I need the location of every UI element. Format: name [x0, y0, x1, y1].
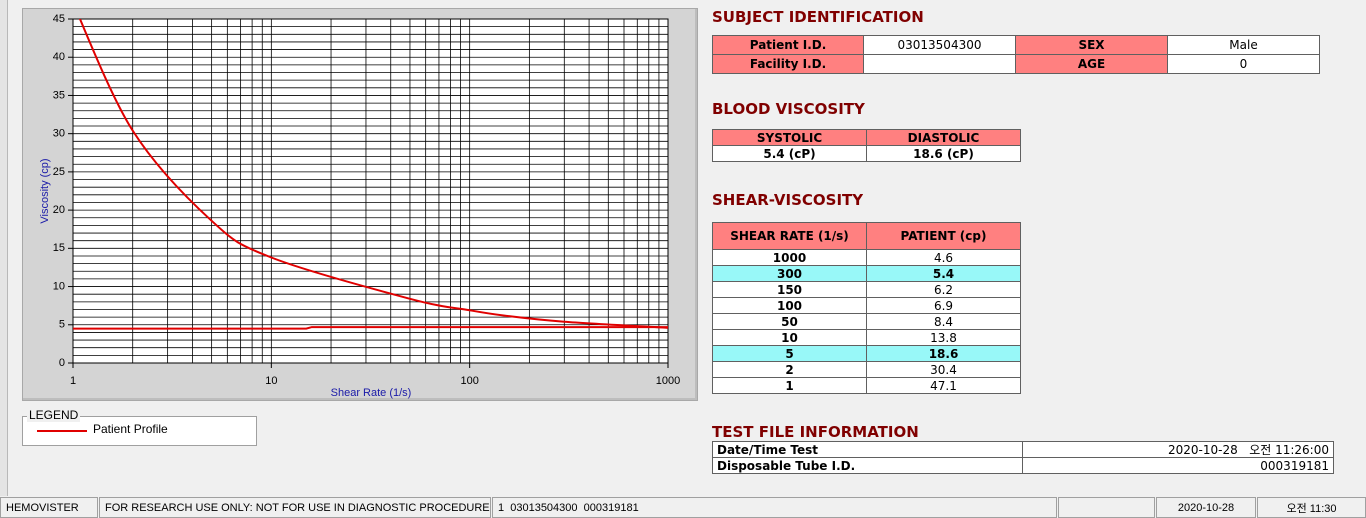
section-title: SHEAR-VISCOSITY	[712, 191, 864, 209]
y-tick-label: 25	[53, 166, 65, 178]
patient-cell: 13.8	[866, 329, 1021, 346]
patient-cell: 6.2	[866, 281, 1021, 298]
shear-rate-cell: 5	[712, 345, 867, 362]
status-cell	[1058, 497, 1155, 518]
shear-rate-cell: 100	[712, 297, 867, 314]
status-cell: FOR RESEARCH USE ONLY: NOT FOR USE IN DI…	[99, 497, 491, 518]
patient-cell: 30.4	[866, 361, 1021, 378]
status-cell: 1 03013504300 000319181	[492, 497, 1057, 518]
field-label: Facility I.D.	[712, 54, 864, 74]
field-value: Male	[1167, 35, 1320, 55]
table-value: 18.6 (cP)	[866, 145, 1021, 162]
legend-swatch	[37, 430, 87, 432]
field-value: 0	[1167, 54, 1320, 74]
patient-cell: 47.1	[866, 377, 1021, 394]
status-cell: HEMOVISTER	[0, 497, 98, 518]
y-tick-label: 10	[53, 280, 65, 292]
table-header: PATIENT (cp)	[866, 222, 1021, 250]
info-value: 000319181	[1022, 457, 1334, 474]
plot-area	[73, 19, 668, 363]
table-header: SHEAR RATE (1/s)	[712, 222, 867, 250]
legend-title: LEGEND	[27, 408, 81, 422]
field-label: SEX	[1015, 35, 1168, 55]
patient-cell: 4.6	[866, 249, 1021, 266]
shear-rate-cell: 1	[712, 377, 867, 394]
shear-rate-cell: 150	[712, 281, 867, 298]
left-edge	[0, 0, 8, 496]
y-tick-label: 30	[53, 128, 65, 140]
status-cell: 오전 11:30	[1257, 497, 1366, 518]
x-tick-label: 10	[265, 375, 277, 387]
info-label: Date/Time Test	[712, 441, 1023, 458]
x-tick-label: 1	[70, 375, 76, 387]
chart: Shear Rate (1/s) Viscosity (cp) 0 5 10 15 20…	[39, 13, 680, 399]
patient-cell: 18.6	[866, 345, 1021, 362]
y-tick-label: 20	[53, 204, 65, 216]
info-label: Disposable Tube I.D.	[712, 457, 1023, 474]
shear-rate-cell: 300	[712, 265, 867, 282]
section-title: TEST FILE INFORMATION	[712, 423, 919, 441]
table-header: DIASTOLIC	[866, 129, 1021, 146]
section-title: BLOOD VISCOSITY	[712, 100, 865, 118]
field-value	[863, 54, 1016, 74]
x-axis-label: Shear Rate (1/s)	[331, 387, 412, 399]
info-value: 2020-10-28 오전 11:26:00	[1022, 441, 1334, 458]
shear-rate-cell: 2	[712, 361, 867, 378]
y-tick-label: 5	[59, 319, 65, 331]
table-value: 5.4 (cP)	[712, 145, 867, 162]
shear-rate-cell: 10	[712, 329, 867, 346]
patient-cell: 8.4	[866, 313, 1021, 330]
field-label: AGE	[1015, 54, 1168, 74]
y-tick-label: 45	[53, 13, 65, 25]
series-line	[73, 326, 668, 330]
series-line	[78, 19, 668, 329]
field-value: 03013504300	[863, 35, 1016, 55]
x-tick-label: 100	[460, 375, 478, 387]
plot-frame	[72, 18, 669, 364]
patient-cell: 6.9	[866, 297, 1021, 314]
patient-cell: 5.4	[866, 265, 1021, 282]
x-tick-label: 1000	[656, 375, 680, 387]
y-tick-label: 40	[53, 51, 65, 63]
y-tick-label: 15	[53, 242, 65, 254]
y-tick-label: 35	[53, 89, 65, 101]
field-label: Patient I.D.	[712, 35, 864, 55]
shear-rate-cell: 1000	[712, 249, 867, 266]
legend-label: Patient Profile	[93, 422, 168, 436]
table-header: SYSTOLIC	[712, 129, 867, 146]
y-axis-label: Viscosity (cp)	[39, 158, 51, 223]
shear-rate-cell: 50	[712, 313, 867, 330]
section-title: SUBJECT IDENTIFICATION	[712, 8, 924, 26]
status-cell: 2020-10-28	[1156, 497, 1256, 518]
y-tick-label: 0	[59, 357, 65, 369]
